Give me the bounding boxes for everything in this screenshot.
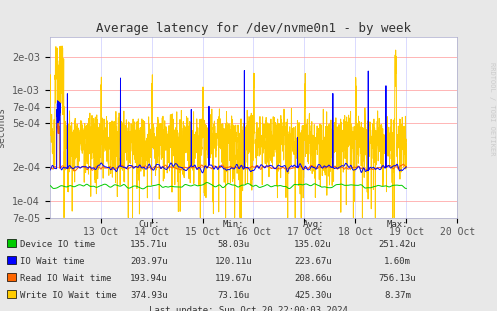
Text: 223.67u: 223.67u xyxy=(294,257,332,266)
Y-axis label: seconds: seconds xyxy=(0,107,6,148)
Text: Read IO Wait time: Read IO Wait time xyxy=(20,274,111,283)
Text: 208.66u: 208.66u xyxy=(294,274,332,283)
Text: IO Wait time: IO Wait time xyxy=(20,257,84,266)
Text: 425.30u: 425.30u xyxy=(294,291,332,300)
Text: Cur:: Cur: xyxy=(138,220,160,229)
Text: 374.93u: 374.93u xyxy=(130,291,168,300)
Text: RRDTOOL / TOBI OETIKER: RRDTOOL / TOBI OETIKER xyxy=(489,62,495,156)
Text: 58.03u: 58.03u xyxy=(218,240,249,248)
Text: Last update: Sun Oct 20 22:00:03 2024: Last update: Sun Oct 20 22:00:03 2024 xyxy=(149,305,348,311)
Text: Write IO Wait time: Write IO Wait time xyxy=(20,291,117,300)
Text: 135.02u: 135.02u xyxy=(294,240,332,248)
Text: 73.16u: 73.16u xyxy=(218,291,249,300)
Text: 120.11u: 120.11u xyxy=(215,257,252,266)
Text: Min:: Min: xyxy=(223,220,245,229)
Text: 1.60m: 1.60m xyxy=(384,257,411,266)
Text: 135.71u: 135.71u xyxy=(130,240,168,248)
Text: 193.94u: 193.94u xyxy=(130,274,168,283)
Text: 119.67u: 119.67u xyxy=(215,274,252,283)
Text: Avg:: Avg: xyxy=(302,220,324,229)
Title: Average latency for /dev/nvme0n1 - by week: Average latency for /dev/nvme0n1 - by we… xyxy=(96,22,411,35)
Text: Max:: Max: xyxy=(387,220,409,229)
Text: Device IO time: Device IO time xyxy=(20,240,95,248)
Text: 756.13u: 756.13u xyxy=(379,274,416,283)
Text: 251.42u: 251.42u xyxy=(379,240,416,248)
Text: 8.37m: 8.37m xyxy=(384,291,411,300)
Text: 203.97u: 203.97u xyxy=(130,257,168,266)
